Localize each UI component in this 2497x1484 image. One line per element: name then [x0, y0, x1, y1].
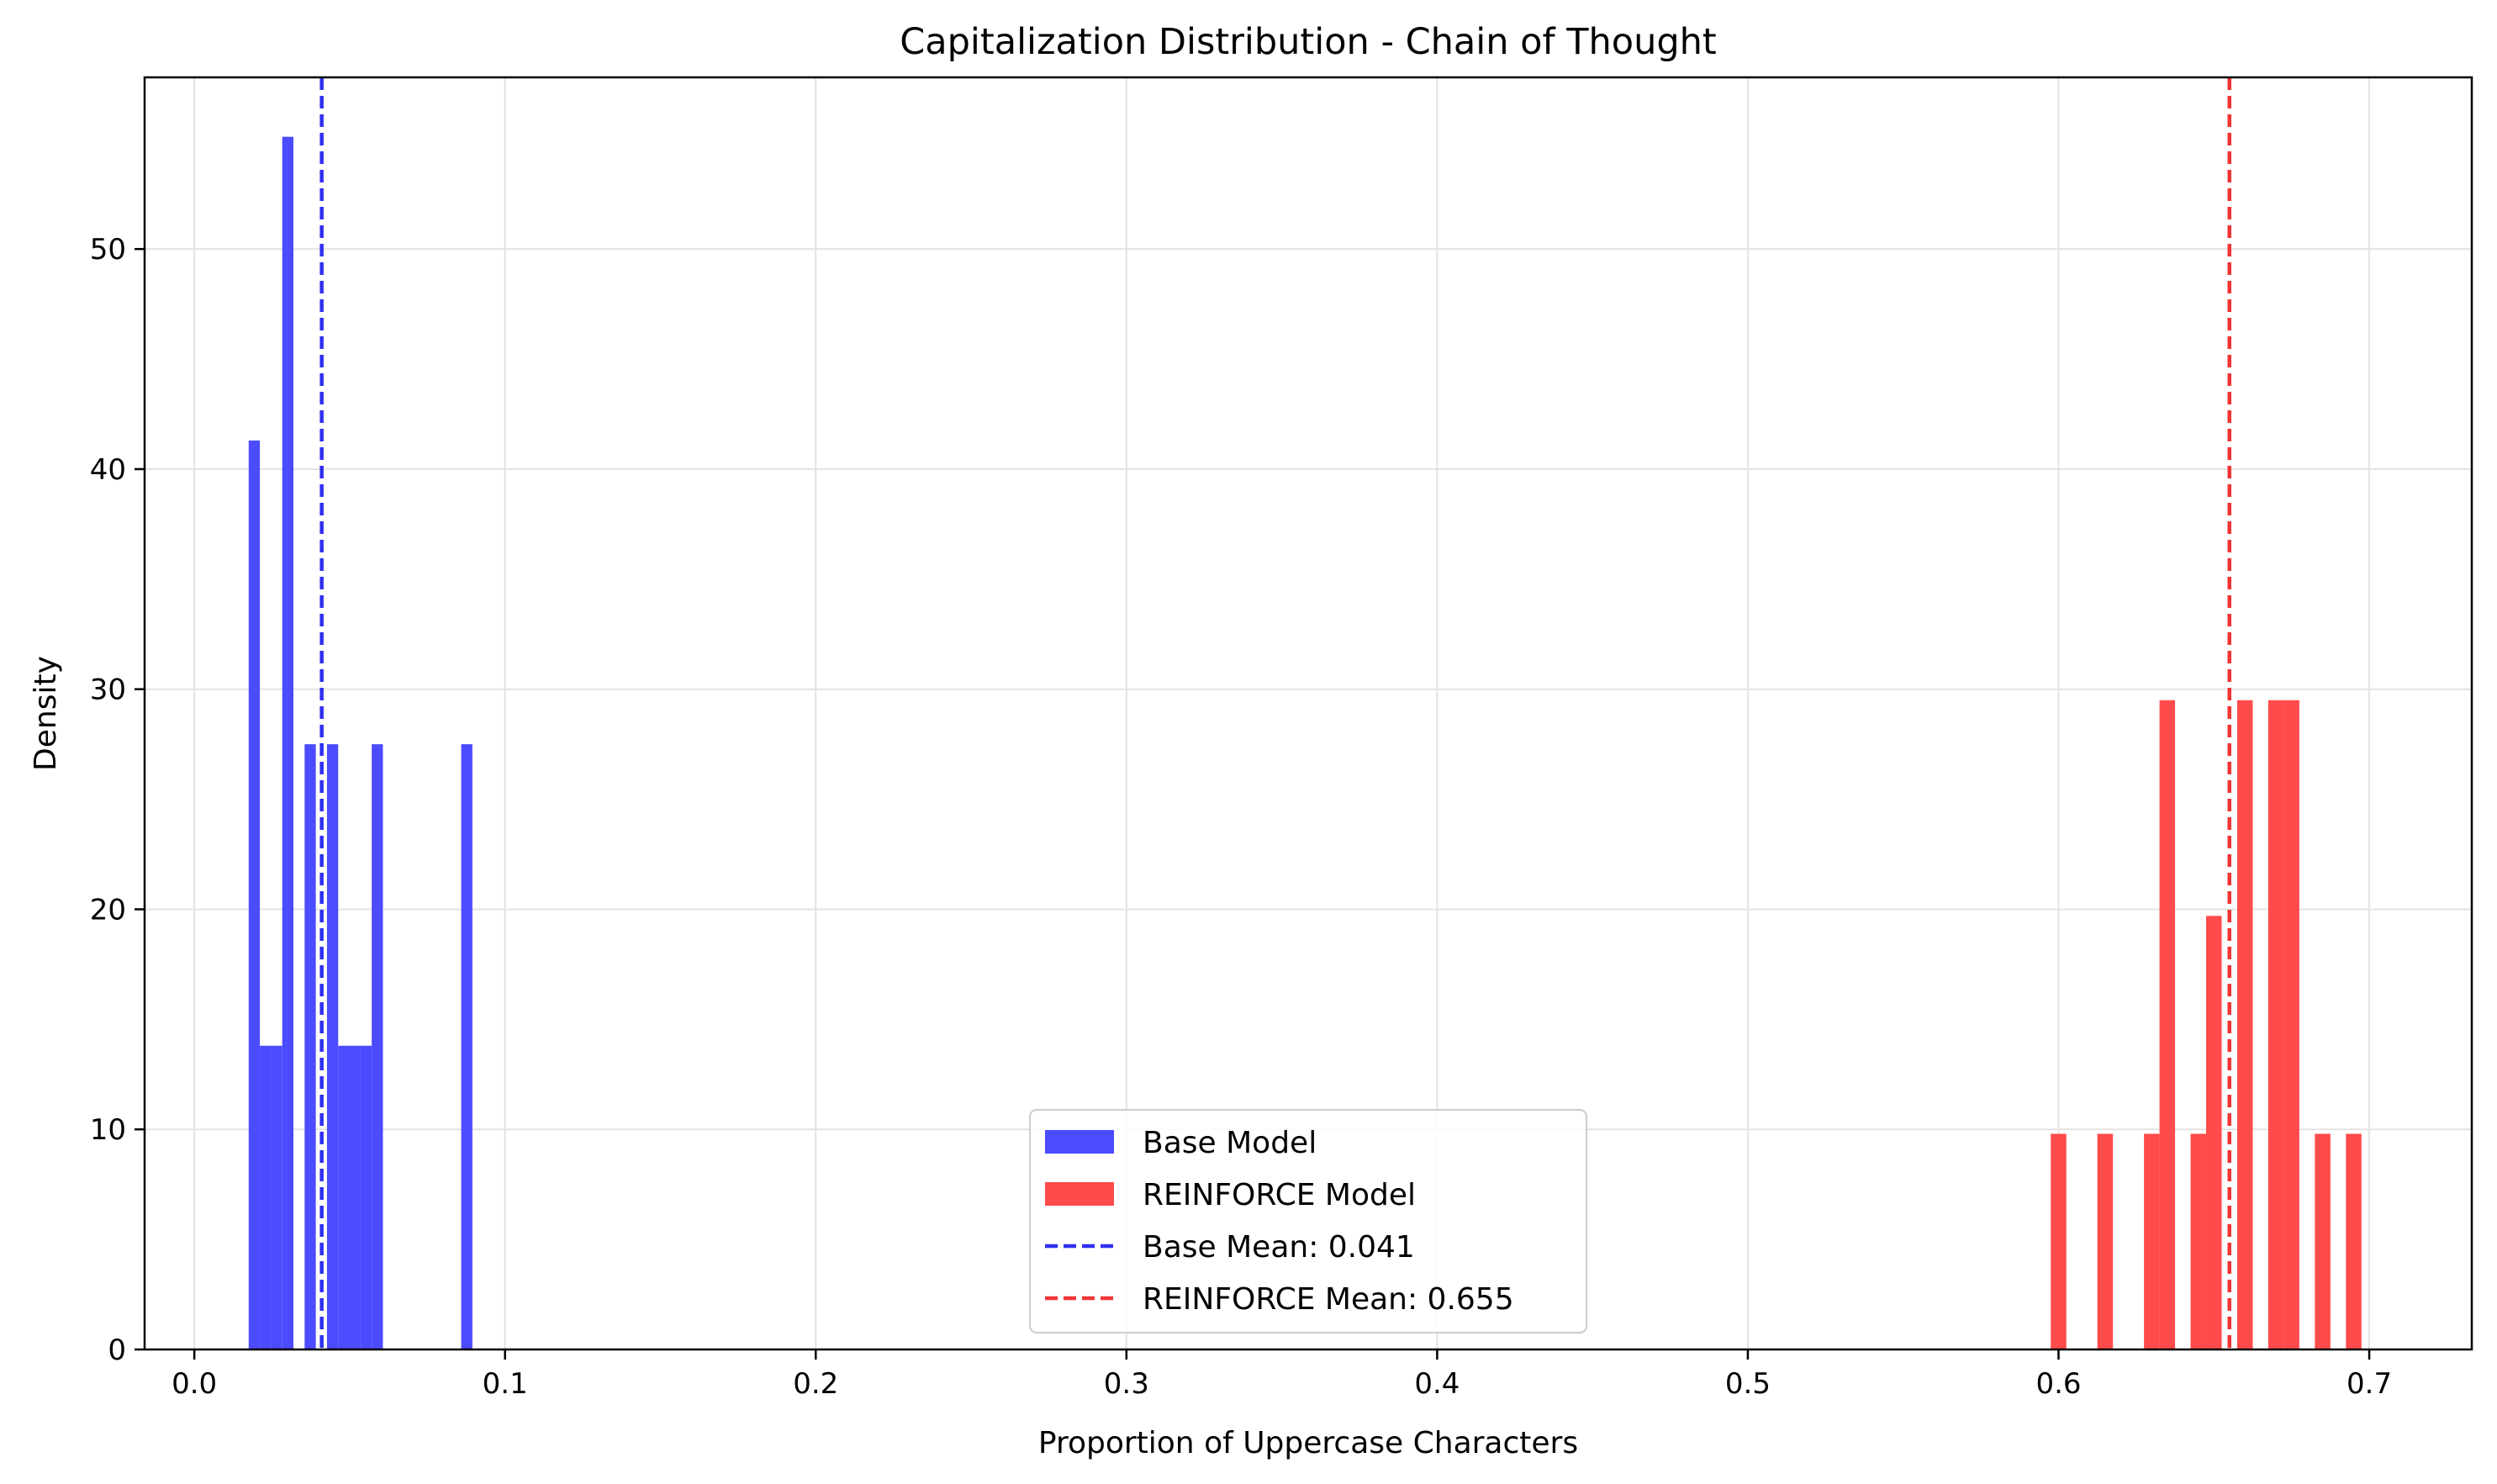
x-tick-label: 0.5 — [1725, 1367, 1771, 1401]
histogram-bar — [248, 440, 261, 1349]
legend-swatch — [1045, 1182, 1114, 1206]
x-tick-label: 0.4 — [1414, 1367, 1460, 1401]
histogram-bar — [338, 1045, 350, 1349]
legend-label: Base Mean: 0.041 — [1143, 1230, 1415, 1265]
y-tick-label: 0 — [108, 1333, 126, 1367]
histogram-bar — [282, 136, 294, 1349]
legend-label: REINFORCE Mean: 0.655 — [1143, 1282, 1514, 1317]
histogram-bars — [248, 136, 2362, 1349]
histogram-bar — [360, 1045, 372, 1349]
histogram-bar — [2051, 1133, 2067, 1349]
x-tick-label: 0.1 — [483, 1367, 528, 1401]
x-tick-label: 0.7 — [2347, 1367, 2392, 1401]
y-tick-label: 50 — [90, 233, 126, 267]
legend-label: REINFORCE Model — [1143, 1178, 1416, 1212]
x-tick-label: 0.3 — [1104, 1367, 1149, 1401]
y-tick-label: 10 — [90, 1113, 126, 1147]
legend-swatch — [1045, 1130, 1114, 1154]
legend: Base Model REINFORCE Model Base Mean: 0.04… — [1029, 1109, 1587, 1333]
histogram-bar — [2144, 1133, 2160, 1349]
histogram-bar — [2190, 1133, 2207, 1349]
legend-box — [1029, 1109, 1587, 1333]
y-axis-title: Density — [29, 656, 63, 771]
histogram-bar — [2206, 916, 2222, 1349]
y-tick-label: 40 — [90, 453, 126, 487]
histogram-bar — [372, 744, 383, 1349]
mean-lines — [319, 77, 2231, 1349]
plot-area-frame — [143, 76, 2473, 1351]
histogram-bar — [2346, 1133, 2362, 1349]
histogram-bar — [260, 1045, 272, 1349]
histogram-bar — [2315, 1133, 2331, 1349]
histogram-bar — [2283, 700, 2299, 1349]
histogram-bar — [271, 1045, 282, 1349]
histogram-bar — [2236, 700, 2253, 1349]
legend-label: Base Model — [1143, 1126, 1317, 1160]
axis-ticks: 0.0 0.1 0.2 0.3 0.4 0.5 0.6 0.7 0 10 20 30 40 50 — [90, 233, 2392, 1401]
histogram-bar — [461, 744, 472, 1349]
histogram-bar — [2267, 700, 2284, 1349]
histogram-bar — [304, 744, 316, 1349]
x-tick-label: 0.0 — [172, 1367, 217, 1401]
chart-title: Capitalization Distribution - Chain of T… — [900, 21, 1717, 63]
histogram-bar — [326, 744, 339, 1349]
histogram-bar — [2097, 1133, 2114, 1349]
histogram-bar — [2159, 700, 2176, 1349]
histogram-bar — [349, 1045, 361, 1349]
y-tick-label: 20 — [90, 893, 126, 927]
x-axis-title: Proportion of Uppercase Characters — [1038, 1426, 1578, 1460]
x-tick-label: 0.2 — [793, 1367, 838, 1401]
y-tick-label: 30 — [90, 673, 126, 707]
x-tick-label: 0.6 — [2035, 1367, 2081, 1401]
